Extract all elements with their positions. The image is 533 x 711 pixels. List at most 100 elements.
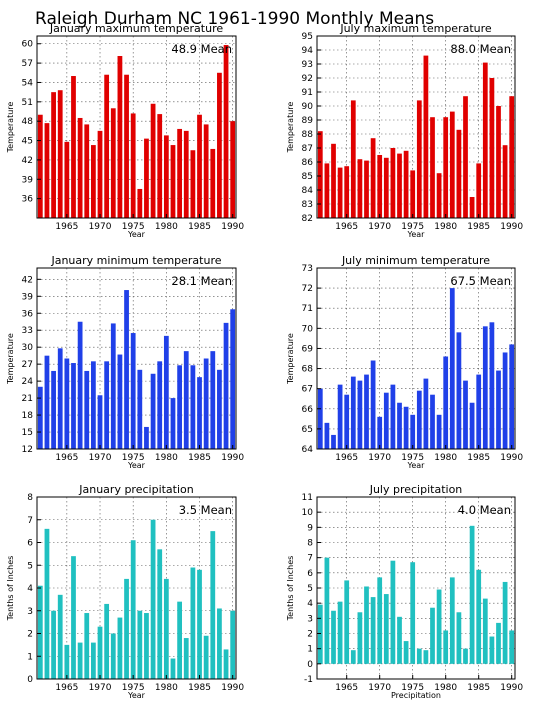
x-tick-label: 1965 xyxy=(55,222,78,232)
y-tick-label: 87 xyxy=(302,144,313,154)
y-tick-label: 90 xyxy=(302,102,314,112)
bar-1987 xyxy=(210,148,216,218)
y-tick-label: 21 xyxy=(22,394,33,404)
chart-panel-4: 64 65 66 67 68 69 70 71 72 73 1965 1970 1975 1980 1985… xyxy=(286,254,523,470)
bar-1979 xyxy=(436,589,442,664)
y-tick-label: 51 xyxy=(22,98,33,108)
bar-1961 xyxy=(317,388,323,449)
bar-1975 xyxy=(130,113,136,218)
bar-1982 xyxy=(177,365,183,449)
y-axis-label: Temperature xyxy=(6,333,15,385)
chart-panel-6: -1 0 1 2 3 4 5 6 7 8 9 10 11 1965 1970 1975 1980 1985 1990… xyxy=(286,483,523,700)
bar-1964 xyxy=(57,90,63,218)
x-tick-label: 1985 xyxy=(467,683,490,693)
y-axis-label: Tenths of Inches xyxy=(286,556,295,622)
bar-1974 xyxy=(124,578,129,679)
y-tick-label: 27 xyxy=(22,360,33,370)
y-tick-label: 11 xyxy=(302,493,313,503)
bar-1969 xyxy=(90,145,96,218)
bar-1985 xyxy=(476,374,482,449)
x-tick-label: 1965 xyxy=(55,453,78,463)
bar-1981 xyxy=(170,658,176,679)
bar-1978 xyxy=(430,607,435,664)
bar-1985 xyxy=(197,377,202,449)
y-tick-label: 86 xyxy=(302,158,314,168)
x-tick-label: 1990 xyxy=(500,453,523,463)
bar-1988 xyxy=(217,369,222,449)
y-axis-label: Temperature xyxy=(286,102,295,154)
bar-1976 xyxy=(416,100,422,218)
bar-1990 xyxy=(509,96,515,218)
bar-1985 xyxy=(476,163,482,218)
bar-1974 xyxy=(403,641,409,664)
bar-1963 xyxy=(331,434,336,449)
bar-1966 xyxy=(350,100,356,218)
bar-1964 xyxy=(57,348,63,449)
panel-title: January minimum temperature xyxy=(50,254,221,267)
bar-1986 xyxy=(482,598,488,664)
bar-1980 xyxy=(163,135,169,218)
bar-1972 xyxy=(110,108,116,218)
bar-1979 xyxy=(157,549,163,679)
x-tick-label: 1985 xyxy=(188,222,211,232)
bar-1972 xyxy=(390,384,396,449)
bar-1979 xyxy=(157,114,163,218)
y-tick-label: 66 xyxy=(302,405,314,415)
chart-panel-2: 82 83 84 85 86 87 88 89 90 91 92 93 94 95 1965 1970 1975… xyxy=(286,22,523,239)
bar-1965 xyxy=(344,580,350,664)
bar-1966 xyxy=(350,376,356,449)
bar-1988 xyxy=(496,106,501,218)
bar-1987 xyxy=(210,351,216,449)
x-axis-label: Year xyxy=(407,461,426,470)
bar-1962 xyxy=(324,557,330,664)
x-tick-label: 1980 xyxy=(155,683,178,693)
bar-1967 xyxy=(77,117,83,218)
bar-1978 xyxy=(150,103,156,218)
x-tick-label: 1980 xyxy=(155,222,178,232)
bar-1989 xyxy=(502,581,508,664)
bar-1984 xyxy=(469,525,475,664)
bar-1977 xyxy=(144,426,149,449)
bar-1982 xyxy=(177,601,183,679)
x-tick-label: 1965 xyxy=(335,222,358,232)
bar-1971 xyxy=(383,392,389,449)
bar-1962 xyxy=(324,163,330,218)
bar-1977 xyxy=(144,613,149,679)
y-tick-label: 54 xyxy=(22,78,34,88)
x-axis-label: Year xyxy=(407,230,426,239)
bar-1965 xyxy=(344,166,350,218)
bar-1989 xyxy=(223,45,229,218)
bar-1986 xyxy=(482,326,488,449)
y-tick-label: 8 xyxy=(27,493,33,503)
bar-1972 xyxy=(390,560,396,664)
mean-label: 3.5 Mean xyxy=(179,503,232,517)
bar-1983 xyxy=(463,648,468,664)
figure-title: Raleigh Durham NC 1961-1990 Monthly Mean… xyxy=(35,9,434,29)
x-tick-label: 1990 xyxy=(221,222,244,232)
bar-1971 xyxy=(104,603,110,679)
chart-panel-1: 36 39 42 45 48 51 54 57 60 1965 1970 1975 1980 1985 19… xyxy=(6,22,244,239)
y-tick-label: 5 xyxy=(307,584,313,594)
bar-1967 xyxy=(77,321,83,449)
x-tick-label: 1975 xyxy=(122,222,145,232)
bar-1970 xyxy=(97,130,103,218)
bar-1978 xyxy=(150,373,156,449)
bar-1981 xyxy=(449,577,455,664)
bar-1990 xyxy=(509,344,515,449)
bar-1974 xyxy=(403,150,409,218)
bar-1976 xyxy=(137,610,143,679)
y-tick-label: 85 xyxy=(302,172,313,182)
bar-1968 xyxy=(364,160,369,218)
bar-1989 xyxy=(223,649,229,679)
bar-1990 xyxy=(230,121,236,218)
plot-frame xyxy=(316,35,516,219)
y-tick-label: 12 xyxy=(22,445,33,455)
mean-label: 28.1 Mean xyxy=(171,274,232,288)
x-tick-label: 1970 xyxy=(368,453,391,463)
x-tick-label: 1990 xyxy=(500,222,523,232)
bar-1971 xyxy=(383,157,389,218)
y-tick-label: 0 xyxy=(27,675,33,685)
y-tick-label: 39 xyxy=(22,292,34,302)
x-tick-label: 1970 xyxy=(368,222,391,232)
bar-1966 xyxy=(71,556,76,679)
